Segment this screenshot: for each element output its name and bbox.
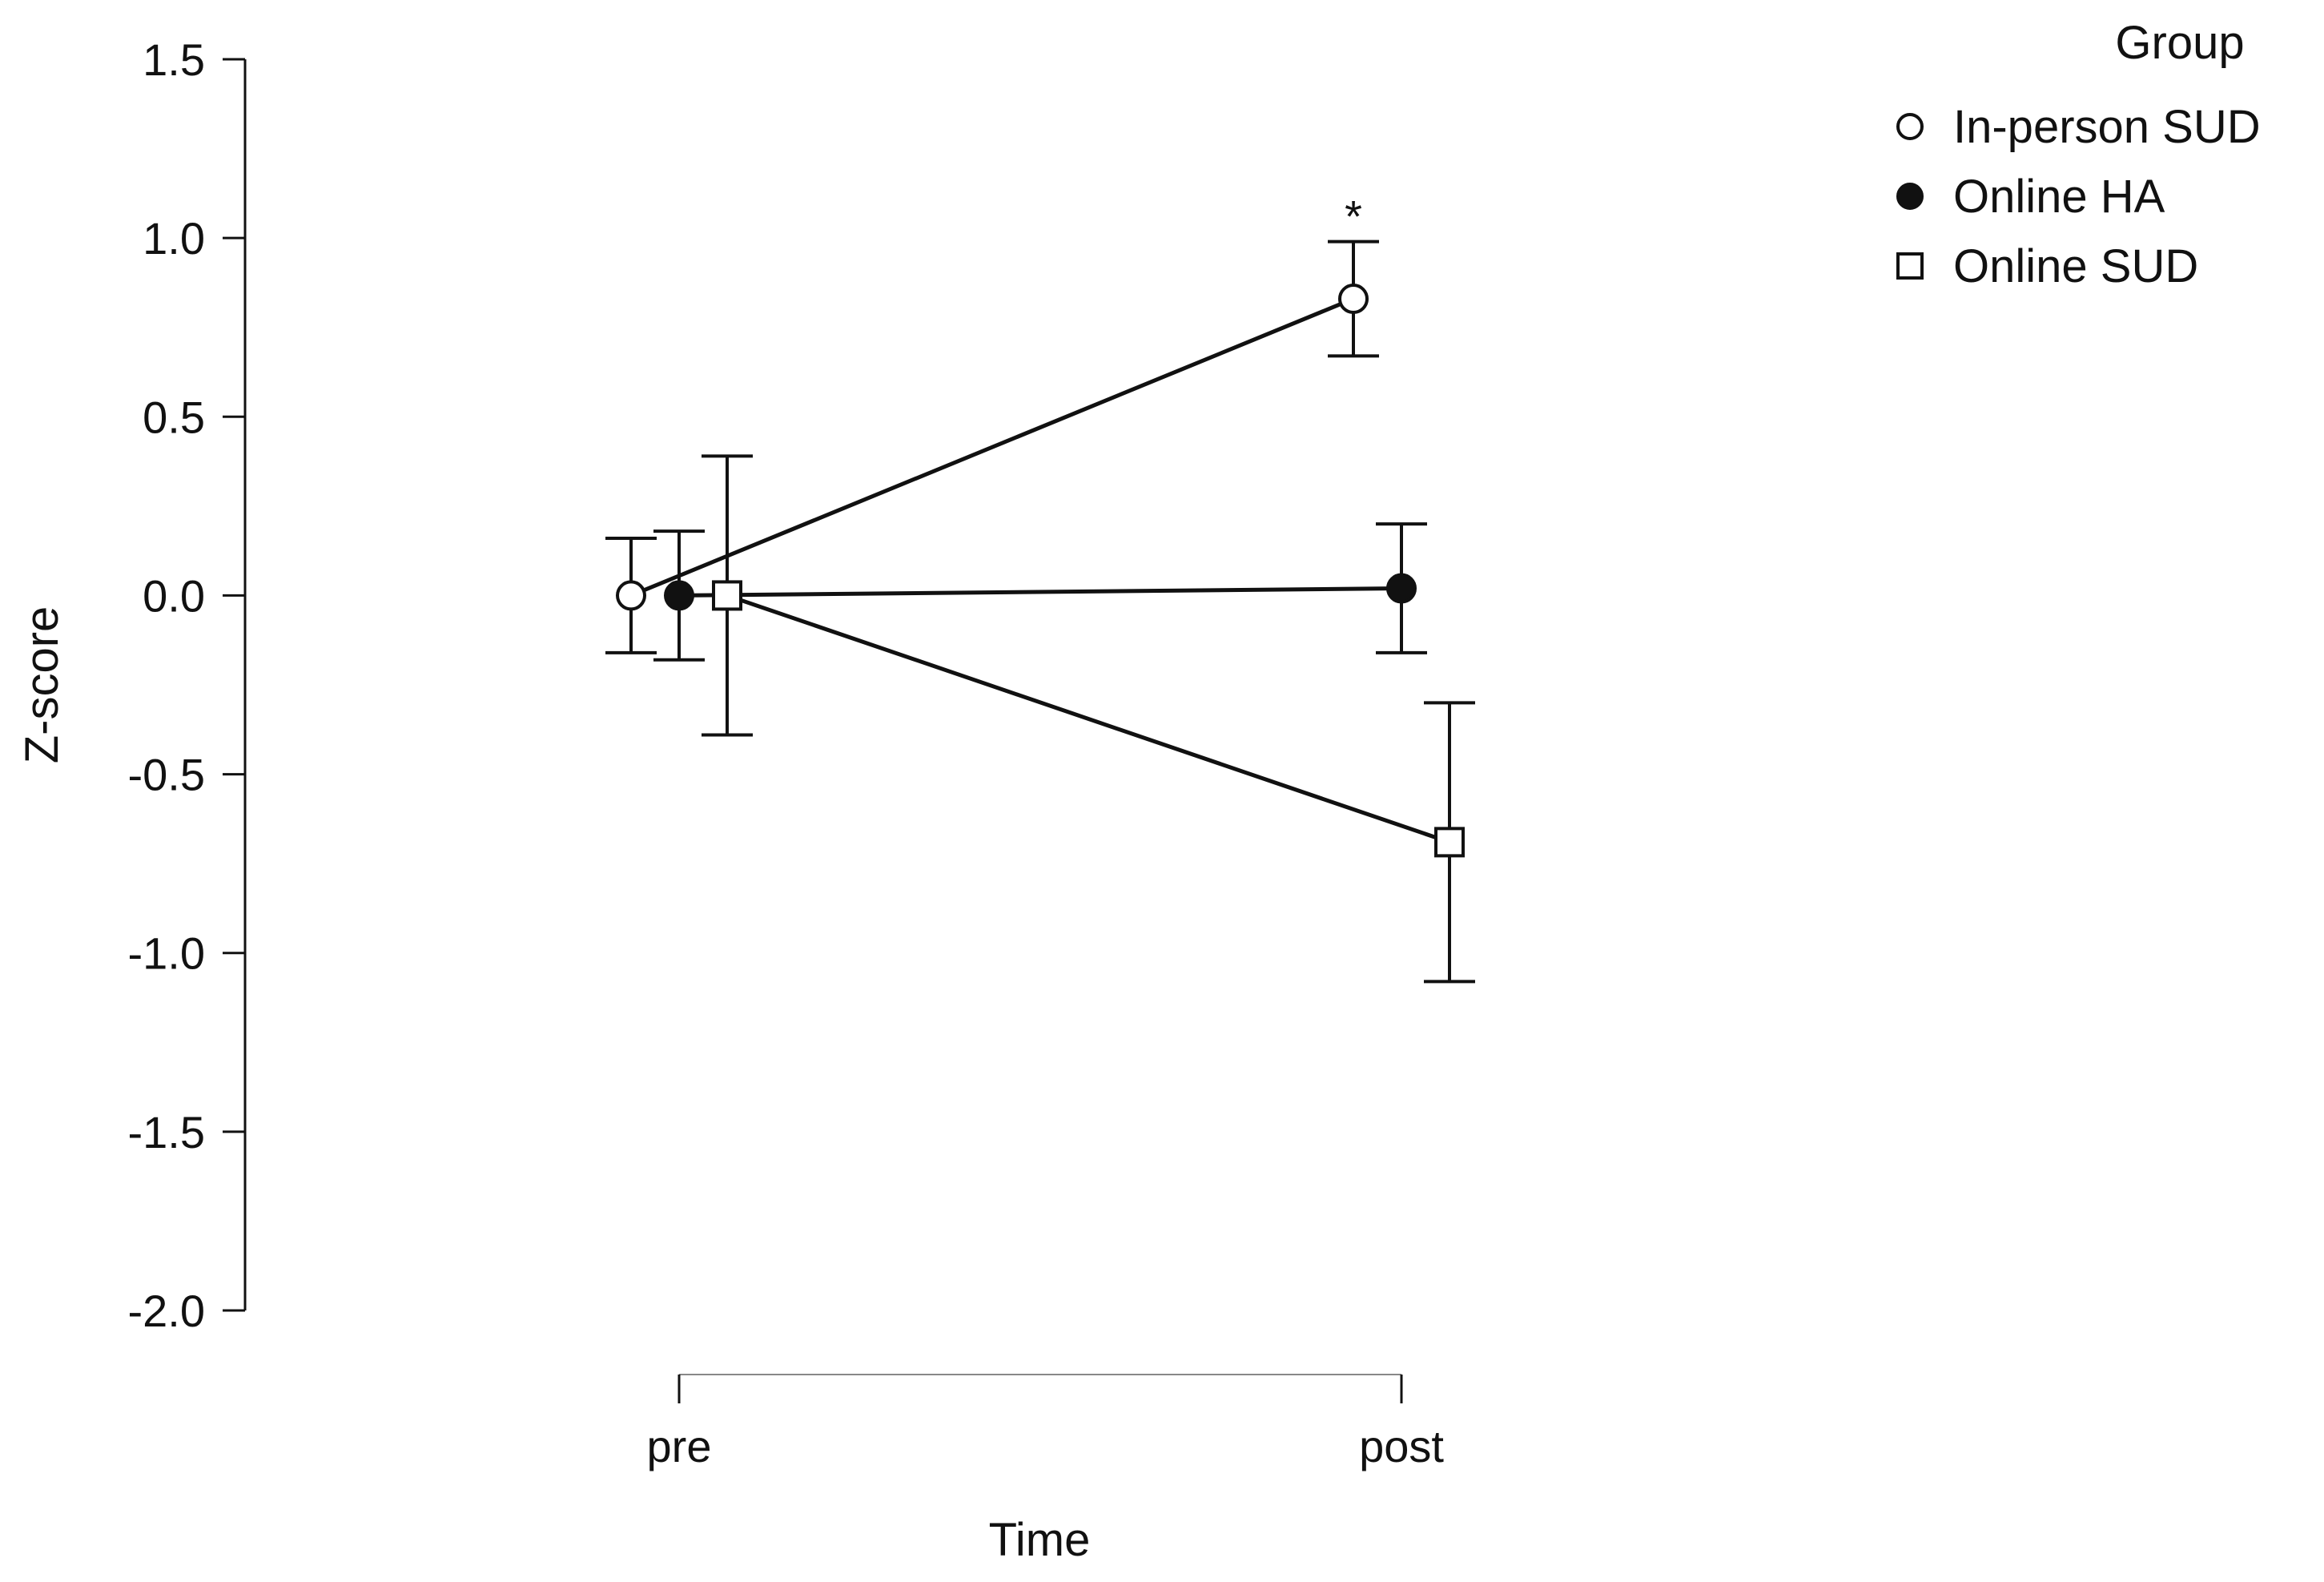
x-tick-label: pre — [647, 1421, 712, 1471]
y-tick-label: -0.5 — [128, 750, 206, 800]
x-axis: pre post — [647, 1374, 1444, 1471]
y-axis-title: Z-score — [16, 606, 68, 764]
y-tick-label: 0.5 — [143, 392, 205, 442]
series-layer — [605, 240, 1475, 984]
data-point — [616, 580, 646, 611]
data-point — [712, 580, 742, 611]
y-tick-label: 1.5 — [143, 34, 205, 85]
data-point — [1434, 827, 1465, 858]
x-axis-title: Time — [989, 1514, 1091, 1566]
legend: Group In-person SUD Online HA Online SUD — [1896, 17, 2261, 292]
significance-annotation: * — [1345, 191, 1362, 242]
legend-label: In-person SUD — [1953, 101, 2261, 153]
legend-marker — [1896, 113, 1924, 140]
data-point — [1386, 573, 1417, 604]
annotation-layer: * — [1345, 191, 1362, 242]
series-line-1 — [678, 586, 1402, 598]
data-point — [664, 580, 694, 611]
y-tick-label: -1.0 — [128, 928, 206, 979]
y-tick-label: 0.0 — [143, 570, 205, 621]
legend-label: Online SUD — [1953, 240, 2198, 292]
legend-marker — [1896, 252, 1924, 280]
legend-label: Online HA — [1953, 171, 2165, 223]
y-tick-label: -2.0 — [128, 1286, 206, 1336]
series-line-0 — [630, 296, 1354, 598]
x-tick-label: post — [1359, 1421, 1444, 1471]
y-axis: 1.5 1.0 0.5 0.0 -0.5 -1.0 -1.5 -2.0 — [128, 34, 247, 1336]
legend-marker — [1896, 183, 1924, 210]
legend-title: Group — [2115, 17, 2244, 69]
series-line-2 — [726, 594, 1450, 844]
data-point — [1338, 284, 1369, 315]
y-tick-label: -1.5 — [128, 1107, 206, 1157]
y-tick-label: 1.0 — [143, 213, 205, 264]
